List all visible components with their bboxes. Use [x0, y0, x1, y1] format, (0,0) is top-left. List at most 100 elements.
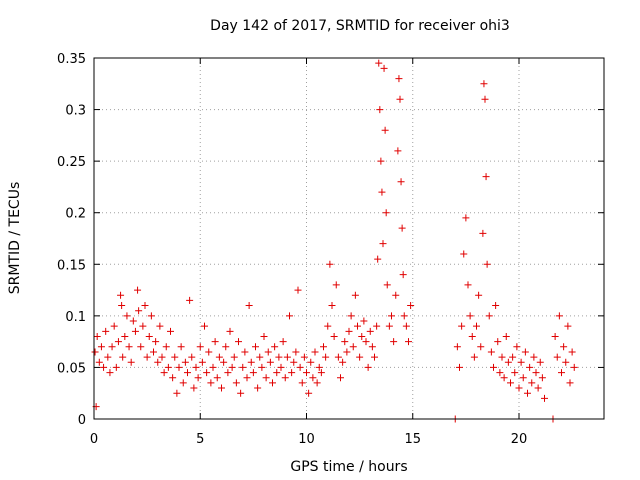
data-point [347, 312, 355, 320]
data-point [394, 147, 402, 155]
data-point [400, 312, 408, 320]
data-point [131, 327, 139, 335]
data-point [175, 363, 183, 371]
data-point [326, 260, 334, 268]
data-point [277, 363, 285, 371]
data-point [196, 343, 204, 351]
data-point [383, 281, 391, 289]
data-point [139, 322, 147, 330]
data-point [481, 95, 489, 103]
data-point [322, 353, 330, 361]
x-tick-label: 20 [511, 432, 528, 447]
data-point [375, 59, 383, 67]
data-point [141, 302, 149, 310]
data-point [309, 374, 317, 382]
data-point [143, 353, 151, 361]
data-point [343, 348, 351, 356]
data-point [483, 260, 491, 268]
data-point [519, 374, 527, 382]
data-point [97, 343, 105, 351]
data-point [568, 348, 576, 356]
data-point [553, 353, 561, 361]
data-point [390, 338, 398, 346]
data-point [311, 348, 319, 356]
data-point [362, 338, 370, 346]
data-point [558, 369, 565, 377]
data-point [358, 332, 366, 340]
data-point [397, 178, 405, 186]
data-point [213, 374, 221, 382]
x-axis-label: GPS time / hours [290, 459, 407, 475]
data-point [281, 374, 289, 382]
data-point [288, 369, 296, 377]
y-tick-label: 0.35 [57, 52, 86, 67]
data-point [186, 296, 194, 304]
data-point [479, 229, 487, 237]
data-point [283, 353, 291, 361]
data-point [137, 343, 145, 351]
data-point [207, 379, 215, 387]
data-point [232, 379, 240, 387]
data-point [222, 343, 230, 351]
data-point [224, 369, 232, 377]
data-point [496, 369, 504, 377]
data-point [538, 374, 546, 382]
data-point [468, 332, 476, 340]
data-point [117, 291, 125, 299]
data-point [171, 353, 179, 361]
data-point [490, 363, 497, 371]
y-tick-label: 0 [78, 413, 86, 428]
data-point [466, 312, 474, 320]
data-point [526, 363, 534, 371]
x-tick-label: 15 [404, 432, 421, 447]
x-tick-label: 5 [196, 432, 204, 447]
data-point [169, 374, 177, 382]
data-point [392, 291, 400, 299]
data-point [532, 369, 540, 377]
data-point [190, 384, 198, 392]
data-point [266, 358, 274, 366]
y-tick-label: 0.15 [57, 258, 86, 273]
data-point [507, 379, 514, 387]
points-layer [91, 59, 578, 423]
data-point [211, 338, 219, 346]
data-point [262, 374, 270, 382]
data-point [307, 358, 315, 366]
data-point [530, 353, 538, 361]
data-point [402, 322, 410, 330]
data-point [243, 374, 251, 382]
data-point [275, 353, 283, 361]
data-point [315, 363, 323, 371]
data-point [524, 389, 531, 397]
data-point [513, 343, 521, 351]
data-point [470, 353, 478, 361]
data-point [534, 384, 542, 392]
data-point [134, 286, 142, 294]
data-point [517, 358, 525, 366]
data-point [91, 348, 99, 356]
data-point [366, 327, 374, 335]
data-point [106, 369, 114, 377]
data-point [564, 322, 572, 330]
data-point [460, 250, 468, 258]
data-point [328, 302, 336, 310]
data-point [502, 332, 510, 340]
data-point [127, 358, 135, 366]
data-point [102, 327, 110, 335]
data-point [473, 322, 480, 330]
data-point [228, 363, 236, 371]
data-point [477, 343, 485, 351]
data-point [292, 348, 300, 356]
data-point [515, 384, 523, 392]
data-point [121, 332, 129, 340]
data-point [509, 353, 517, 361]
data-point [264, 348, 272, 356]
data-point [345, 327, 353, 335]
data-point [192, 363, 200, 371]
data-point [560, 343, 568, 351]
data-point [458, 322, 466, 330]
data-point [360, 317, 368, 325]
x-tick-label: 0 [90, 432, 98, 447]
data-point [482, 173, 490, 181]
data-point [258, 363, 266, 371]
